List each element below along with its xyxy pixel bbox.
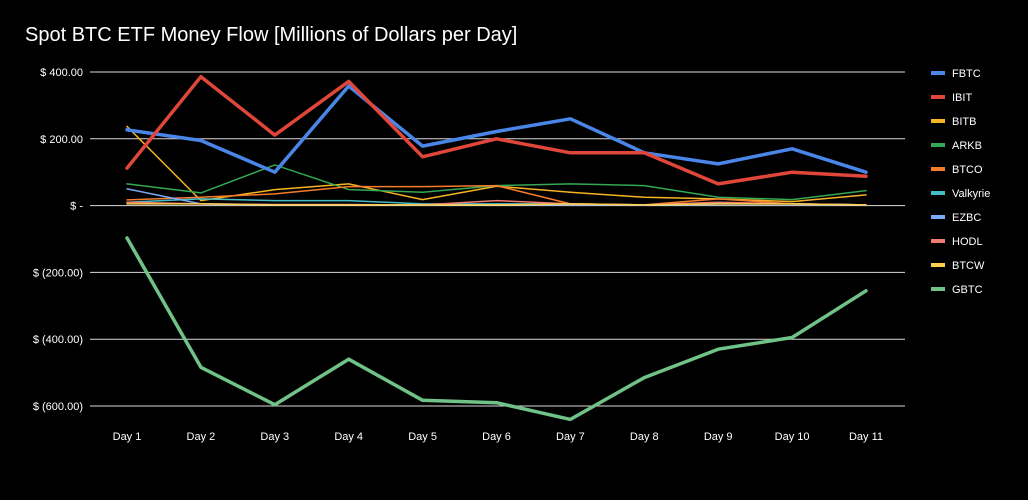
x-tick-label: Day 8 bbox=[630, 431, 659, 443]
legend-label-valkyrie: Valkyrie bbox=[952, 188, 990, 200]
legend: FBTC IBIT BITB ARKB BTCO Valkyrie EZBC HODL BTCW… bbox=[931, 68, 990, 296]
y-tick-label: $ (200.00) bbox=[33, 267, 83, 279]
legend-swatch-hodl bbox=[931, 239, 945, 243]
series-line-gbtc bbox=[125, 236, 868, 422]
legend-swatch-btco bbox=[931, 167, 945, 171]
legend-label-arkb: ARKB bbox=[952, 140, 982, 152]
x-tick-label: Day 6 bbox=[482, 431, 511, 443]
legend-label-hodl: HODL bbox=[952, 236, 983, 248]
legend-label-btcw: BTCW bbox=[952, 260, 985, 272]
legend-swatch-ezbc bbox=[931, 215, 945, 219]
legend-label-fbtc: FBTC bbox=[952, 68, 981, 80]
chart-title: Spot BTC ETF Money Flow [Millions of Dol… bbox=[25, 24, 518, 46]
series-line-fbtc bbox=[125, 84, 868, 174]
legend-swatch-fbtc bbox=[931, 71, 945, 75]
x-tick-label: Day 5 bbox=[408, 431, 437, 443]
legend-label-ezbc: EZBC bbox=[952, 212, 981, 224]
legend-swatch-arkb bbox=[931, 143, 945, 147]
series-line-btcw bbox=[126, 203, 867, 206]
legend-swatch-ibit bbox=[931, 95, 945, 99]
x-tick-label: Day 2 bbox=[187, 431, 216, 443]
x-axis-tick-labels: Day 1 Day 2 Day 3 Day 4 Day 5 Day 6 Day 7 Day 8… bbox=[113, 431, 883, 443]
legend-label-gbtc: GBTC bbox=[952, 284, 983, 296]
y-tick-label: $ (400.00) bbox=[33, 334, 83, 346]
x-tick-label: Day 11 bbox=[849, 431, 883, 443]
series-lines bbox=[125, 74, 868, 422]
x-tick-label: Day 3 bbox=[260, 431, 289, 443]
y-axis-tick-labels: $ 400.00 $ 200.00 $ - $ (200.00) $ (400.00) $… bbox=[33, 67, 83, 413]
x-tick-label: Day 9 bbox=[704, 431, 733, 443]
legend-label-ibit: IBIT bbox=[952, 92, 972, 104]
legend-swatch-valkyrie bbox=[931, 191, 945, 195]
y-tick-label: $ - bbox=[70, 201, 83, 213]
x-tick-label: Day 1 bbox=[113, 431, 142, 443]
y-tick-label: $ (600.00) bbox=[33, 401, 83, 413]
legend-swatch-btcw bbox=[931, 263, 945, 267]
legend-label-btco: BTCO bbox=[952, 164, 983, 176]
x-tick-label: Day 7 bbox=[556, 431, 585, 443]
legend-swatch-bitb bbox=[931, 119, 945, 123]
x-tick-label: Day 4 bbox=[334, 431, 363, 443]
gridlines bbox=[90, 71, 905, 407]
legend-label-bitb: BITB bbox=[952, 116, 976, 128]
legend-swatch-gbtc bbox=[931, 287, 945, 291]
series-line-ibit bbox=[125, 74, 868, 186]
series-line-btco bbox=[126, 184, 867, 206]
y-tick-label: $ 200.00 bbox=[40, 134, 83, 146]
y-tick-label: $ 400.00 bbox=[40, 67, 83, 79]
x-tick-label: Day 10 bbox=[775, 431, 810, 443]
